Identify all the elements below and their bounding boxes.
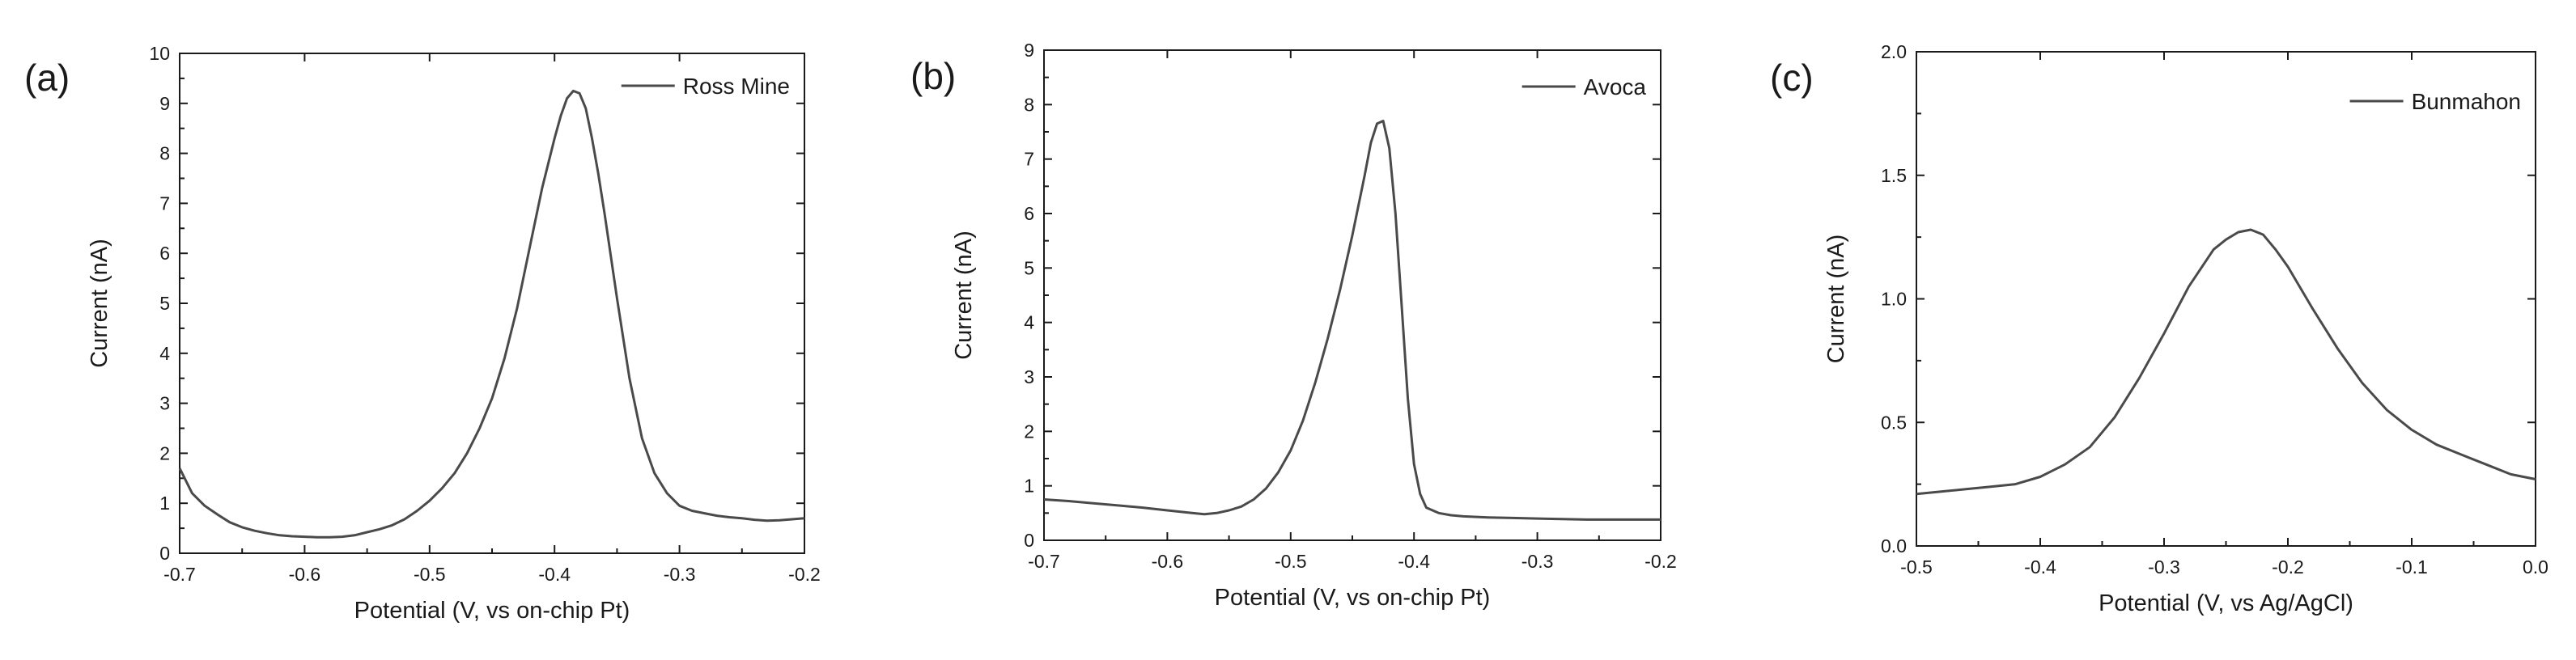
y-tick-label: 4 — [1024, 312, 1034, 333]
y-tick-label: 0 — [1024, 530, 1034, 551]
panel-label: (c) — [1770, 57, 1814, 99]
y-tick-label: 0.0 — [1881, 535, 1907, 556]
panel-label: (a) — [24, 57, 70, 99]
y-tick-label: 7 — [1024, 149, 1034, 170]
y-tick-label: 1 — [159, 493, 170, 514]
y-tick-label: 2.0 — [1881, 41, 1907, 62]
series-line — [1043, 120, 1661, 521]
y-tick-label: 8 — [1024, 94, 1034, 115]
x-tick-label: -0.7 — [1028, 551, 1060, 572]
y-tick-label: 1.0 — [1881, 289, 1907, 310]
chart-panel-3: (c) -0.5 -0.4 -0.3 -0.2 -0.1 0.0 0.0 0.5 1.0 1.5 2.… — [1770, 41, 2548, 616]
x-tick-label: -0.2 — [1644, 551, 1677, 572]
x-tick-label: -0.6 — [1152, 551, 1184, 572]
y-tick-label: 6 — [159, 243, 170, 264]
panel-label: (b) — [910, 55, 956, 97]
y-tick-label: 8 — [159, 143, 170, 164]
y-axis-title: Current (nA) — [1823, 235, 1849, 364]
x-axis-title: Potential (V, vs on-chip Pt) — [354, 598, 630, 624]
x-tick-label: -0.5 — [1275, 551, 1307, 572]
plot-frame — [1916, 51, 2536, 547]
x-tick-label: -0.2 — [788, 564, 821, 585]
y-tick-label: 6 — [1024, 203, 1034, 224]
y-tick-label: 5 — [1024, 257, 1034, 278]
chart-panel-2: (b) -0.7 -0.6 -0.5 -0.4 -0.3 -0.2 0 1 2 3 4 5 6 7 8 9 Pot… — [910, 40, 1677, 611]
y-tick-label: 0.5 — [1881, 412, 1907, 433]
y-tick-label: 2 — [1024, 421, 1034, 442]
x-tick-label: -0.5 — [1900, 556, 1933, 578]
y-axis-title: Current (nA) — [87, 239, 112, 368]
x-tick-label: -0.4 — [1398, 551, 1430, 572]
y-tick-label: 9 — [1024, 40, 1034, 61]
legend-label: Bunmahon — [2412, 89, 2521, 114]
series-line — [1916, 228, 2536, 496]
y-tick-label: 1 — [1024, 476, 1034, 497]
y-tick-label: 1.5 — [1881, 165, 1907, 186]
y-tick-label: 2 — [159, 442, 170, 463]
y-tick-label: 3 — [159, 393, 170, 414]
x-tick-label: -0.3 — [1521, 551, 1554, 572]
y-tick-label: 0 — [159, 543, 170, 564]
plot-frame — [179, 53, 805, 554]
x-tick-label: -0.5 — [414, 564, 446, 585]
chart-panel-1: (a) -0.7 -0.6 -0.5 -0.4 -0.3 -0.2 0 1 2 3 4 5 6 7 8 9 10 P… — [24, 43, 821, 624]
y-axis-title: Current (nA) — [951, 231, 977, 360]
legend-label: Avoca — [1584, 74, 1647, 99]
plot-frame — [1043, 49, 1661, 541]
x-tick-label: -0.4 — [538, 564, 571, 585]
x-tick-label: -0.3 — [664, 564, 696, 585]
y-tick-label: 9 — [159, 93, 170, 114]
x-tick-label: -0.7 — [163, 564, 196, 585]
x-tick-label: -0.3 — [2148, 556, 2180, 578]
y-tick-label: 7 — [159, 192, 170, 214]
x-axis-title: Potential (V, vs Ag/AgCl) — [2099, 590, 2353, 616]
x-tick-label: 0.0 — [2523, 556, 2548, 578]
x-tick-label: -0.6 — [289, 564, 321, 585]
y-tick-label: 5 — [159, 293, 170, 314]
y-tick-label: 10 — [149, 43, 170, 64]
x-tick-label: -0.4 — [2024, 556, 2056, 578]
x-axis-title: Potential (V, vs on-chip Pt) — [1215, 585, 1491, 611]
legend-label: Ross Mine — [683, 74, 790, 99]
y-tick-label: 4 — [159, 343, 170, 364]
x-tick-label: -0.1 — [2396, 556, 2428, 578]
y-tick-label: 3 — [1024, 366, 1034, 387]
x-tick-label: -0.2 — [2272, 556, 2304, 578]
series-line — [178, 89, 805, 539]
